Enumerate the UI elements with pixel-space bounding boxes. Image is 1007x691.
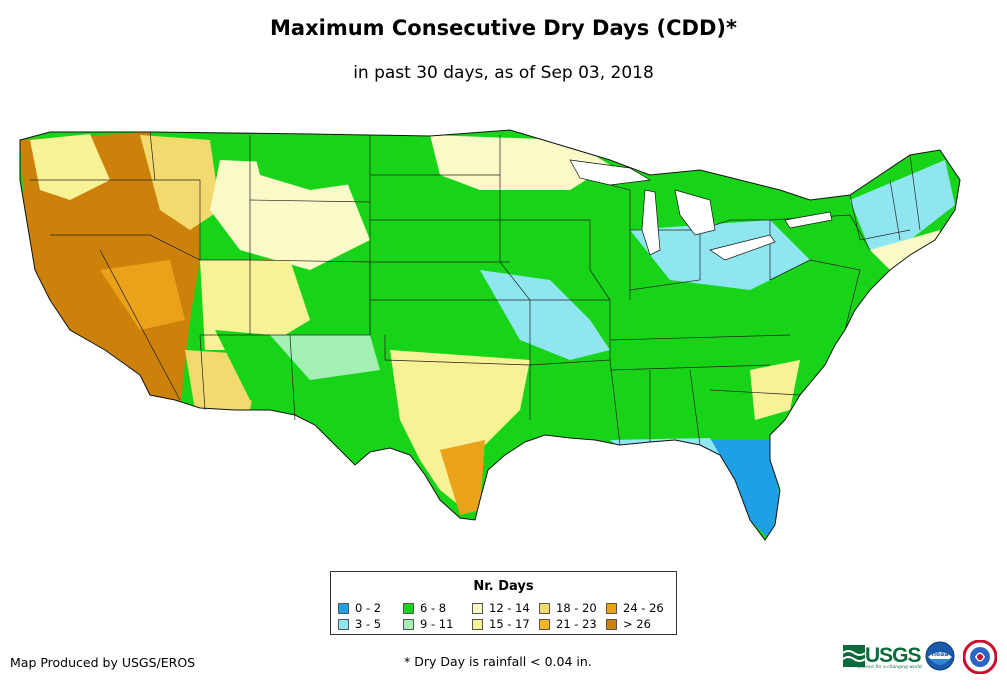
legend-label: 18 - 20 xyxy=(556,601,597,615)
legend-item-15-17: 15 - 17 xyxy=(472,618,530,631)
legend-swatch xyxy=(338,603,349,614)
lake-superior xyxy=(569,159,652,186)
legend-item-21-23: 21 - 23 xyxy=(539,618,597,631)
us-outline xyxy=(19,129,961,541)
legend-label: 6 - 8 xyxy=(420,601,447,615)
legend-item-12-14: 12 - 14 xyxy=(472,602,530,615)
lake-huron xyxy=(674,189,716,236)
region-plains-blue xyxy=(480,270,610,360)
noaa-logo-icon: noaa xyxy=(925,641,955,671)
legend-label: 12 - 14 xyxy=(489,601,530,615)
lake-michigan xyxy=(641,189,661,256)
legend-label: 9 - 11 xyxy=(420,617,454,631)
region-dakota-yellow xyxy=(430,135,610,190)
map-title: Maximum Consecutive Dry Days (CDD)* xyxy=(270,16,737,40)
region-utah-colorado xyxy=(200,260,310,350)
region-northeast-blue xyxy=(850,160,955,250)
region-nm-light xyxy=(270,335,380,380)
region-florida-blue xyxy=(690,440,780,540)
legend-label: 0 - 2 xyxy=(355,601,382,615)
region-southeast-green xyxy=(570,350,790,440)
legend-label: 21 - 23 xyxy=(556,617,597,631)
usgs-logo: USGS science for a changing world xyxy=(843,643,922,670)
legend-swatch xyxy=(539,619,550,630)
legend-label: 3 - 5 xyxy=(355,617,382,631)
legend-swatch xyxy=(472,603,483,614)
region-texas-very-dry xyxy=(440,440,485,515)
legend-swatch xyxy=(472,619,483,630)
lake-erie xyxy=(709,234,776,261)
legend-item-18-20: 18 - 20 xyxy=(539,602,597,615)
usgs-tagline: science for a changing world xyxy=(857,665,922,670)
us-dry-days-map xyxy=(19,129,961,541)
map-subtitle: in past 30 days, as of Sep 03, 2018 xyxy=(353,63,654,83)
legend-swatch xyxy=(606,619,617,630)
legend-item-9-11: 9 - 11 xyxy=(403,618,453,631)
noaa-logo-text: noaa xyxy=(932,651,949,658)
region-great-plains-north xyxy=(250,135,380,190)
region-nevada-patch xyxy=(100,260,185,330)
legend-item-over-26: > 26 xyxy=(606,618,651,631)
usgs-logo-text: USGS xyxy=(865,644,922,667)
map-credit: Map Produced by USGS/EROS xyxy=(10,655,196,670)
legend-label: 24 - 26 xyxy=(623,601,664,615)
state-boundaries xyxy=(30,131,921,446)
legend-swatch xyxy=(403,619,414,630)
legend-title: Nr. Days xyxy=(473,579,534,594)
legend-label: 15 - 17 xyxy=(489,617,530,631)
nws-logo-icon xyxy=(963,640,997,674)
legend-label: > 26 xyxy=(623,617,651,631)
legend-swatch xyxy=(539,603,550,614)
region-oregon-north xyxy=(30,134,110,200)
legend-item-0-2: 0 - 2 xyxy=(338,602,381,615)
legend-box: Nr. Days 0 - 2 3 - 5 6 - 8 9 - 11 12 - 1… xyxy=(330,571,677,635)
legend-item-6-8: 6 - 8 xyxy=(403,602,446,615)
usgs-wave-icon xyxy=(843,645,865,667)
legend-item-3-5: 3 - 5 xyxy=(338,618,381,631)
dry-day-footnote: * Dry Day is rainfall < 0.04 in. xyxy=(404,654,592,669)
region-texas-dry xyxy=(390,350,530,510)
great-lakes xyxy=(569,159,833,261)
region-carolina-yellow xyxy=(750,360,800,420)
legend-item-24-26: 24 - 26 xyxy=(606,602,664,615)
legend-swatch xyxy=(606,603,617,614)
legend-swatch xyxy=(338,619,349,630)
legend-swatch xyxy=(403,603,414,614)
lake-ontario xyxy=(784,211,833,229)
